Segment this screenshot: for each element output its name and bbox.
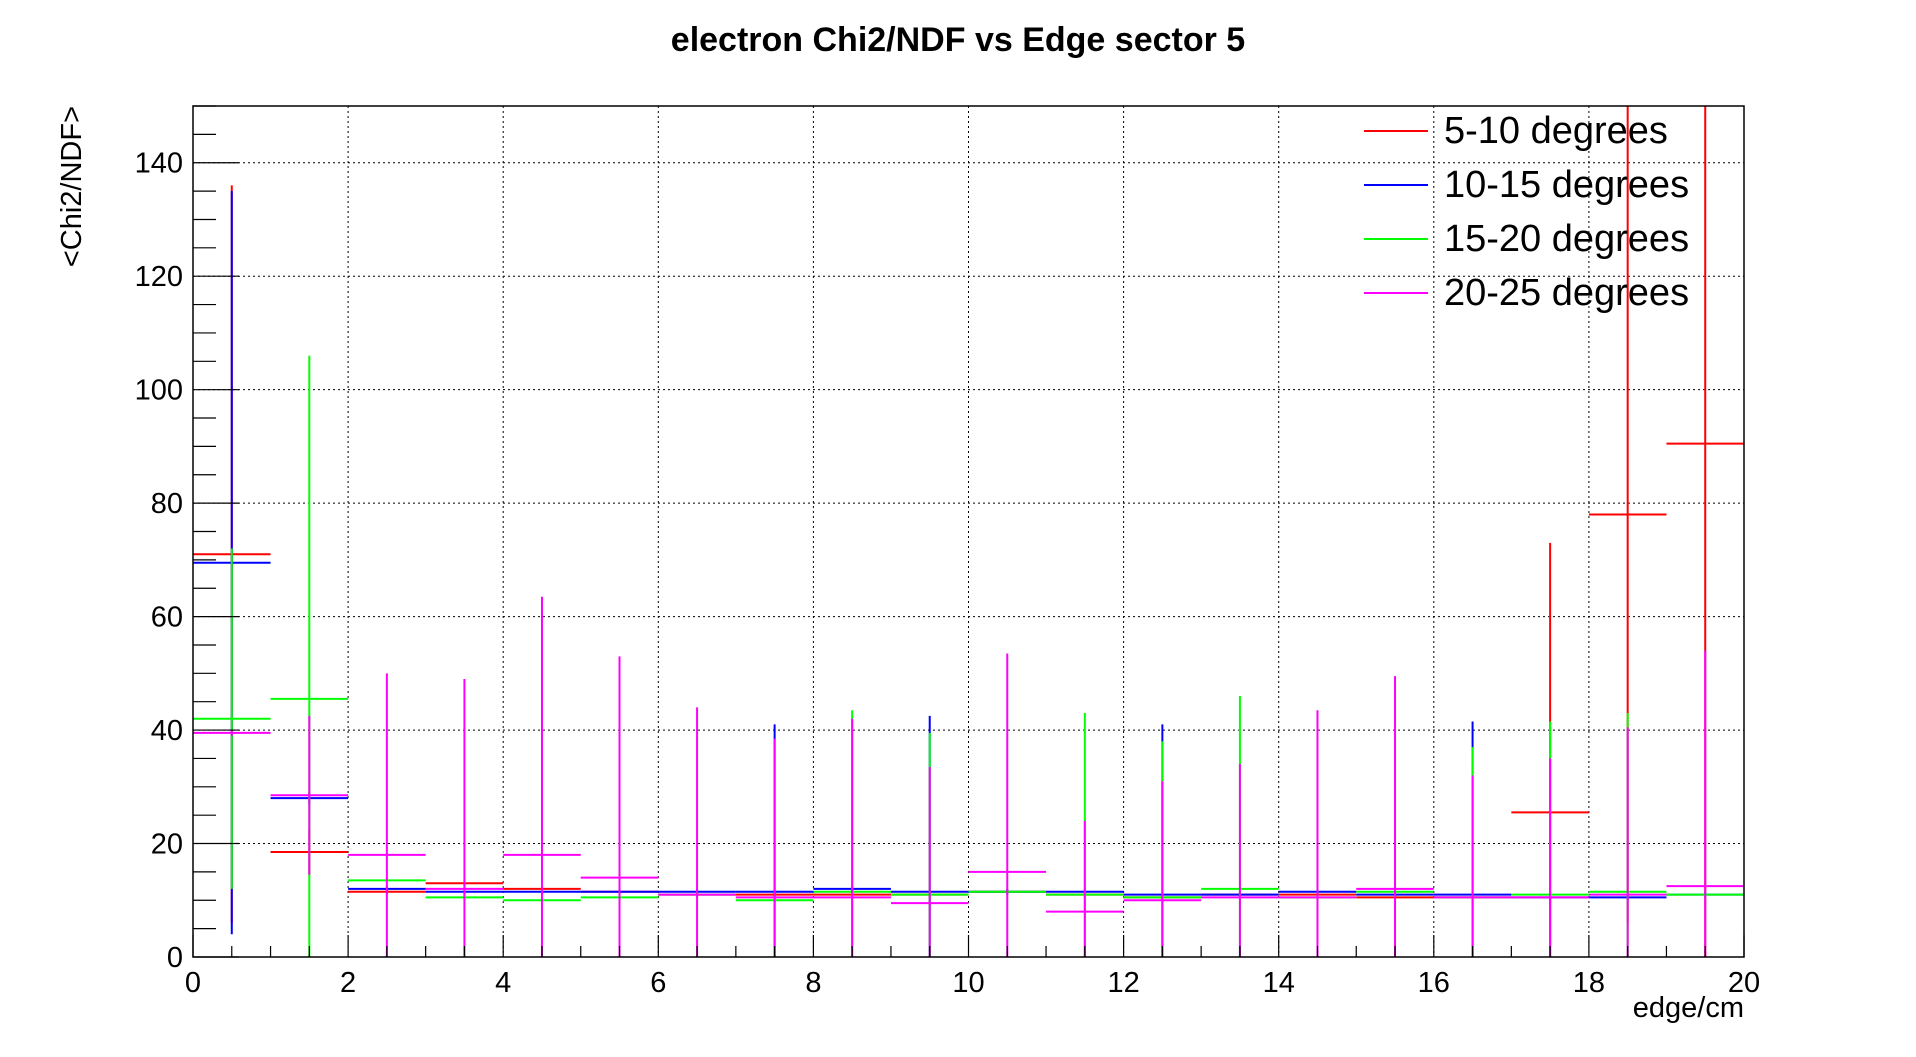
data-layer [193,106,1744,957]
y-tick-label: 100 [135,375,183,407]
y-tick-label: 140 [135,148,183,180]
y-tick-label: 80 [151,488,183,520]
grid-layer [193,106,1744,957]
legend-label: 5-10 degrees [1444,110,1668,152]
axis-layer: 0 2 4 6 8 10 12 14 16 18 20 0 20 40 60 80 100 120 140 [135,105,1760,999]
x-axis-label: edge/cm [1633,992,1744,1024]
y-tick-label: 60 [151,602,183,634]
x-tick-label: 18 [1573,967,1605,999]
x-tick-label: 2 [340,967,356,999]
chart-title: electron Chi2/NDF vs Edge sector 5 [671,21,1245,59]
legend-label: 20-25 degrees [1444,272,1689,314]
x-tick-label: 8 [805,967,821,999]
x-tick-label: 20 [1728,967,1760,999]
x-tick-label: 6 [650,967,666,999]
y-tick-label: 20 [151,829,183,861]
x-tick-label: 4 [495,967,511,999]
legend: 5-10 degrees 10-15 degrees 15-20 degrees 20… [1364,110,1689,314]
y-tick-label: 120 [135,261,183,293]
y-tick-label: 0 [167,942,183,974]
x-tick-label: 0 [185,967,201,999]
x-tick-label: 10 [952,967,984,999]
y-tick-label: 40 [151,715,183,747]
legend-label: 10-15 degrees [1444,164,1689,206]
y-axis-label: <Chi2/NDF> [56,106,88,267]
legend-label: 15-20 degrees [1444,218,1689,260]
x-tick-label: 12 [1107,967,1139,999]
x-tick-label: 14 [1263,967,1295,999]
x-tick-label: 16 [1418,967,1450,999]
series-20-25-degrees [193,596,1744,957]
